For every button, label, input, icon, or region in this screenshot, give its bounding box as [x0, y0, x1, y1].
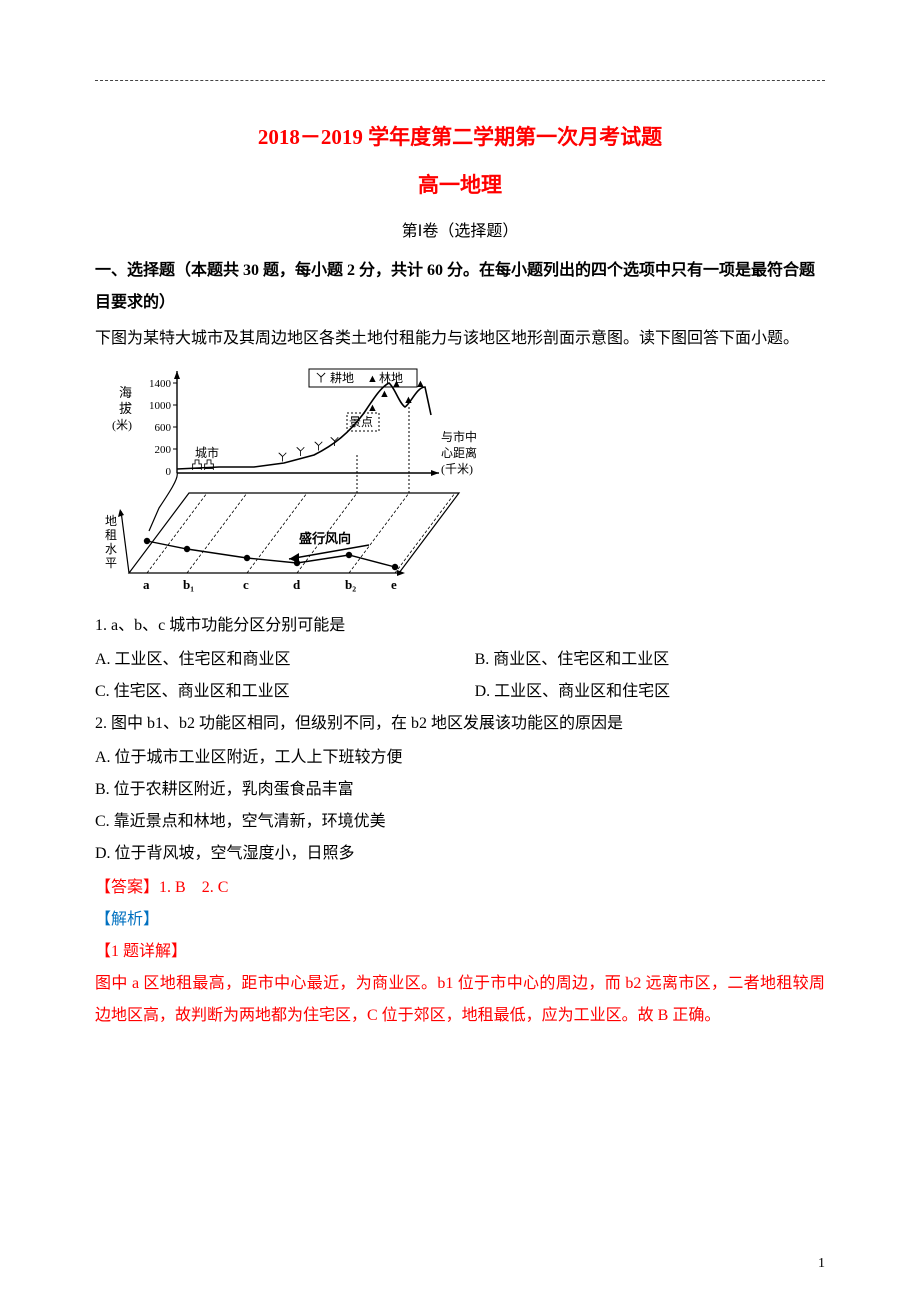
svg-text:ㄚ: ㄚ	[295, 447, 306, 459]
q2-option-d: D. 位于背风坡，空气湿度小，日照多	[95, 838, 825, 870]
svg-text:林地: 林地	[379, 371, 403, 385]
page-number: 1	[818, 1256, 825, 1272]
svg-text:海: 海	[119, 385, 132, 400]
svg-text:拔: 拔	[119, 401, 132, 416]
svg-text:1400: 1400	[149, 378, 172, 390]
svg-text:▲: ▲	[367, 373, 378, 385]
svg-text:ㄚ: ㄚ	[277, 452, 288, 464]
svg-text:与市中: 与市中	[441, 429, 477, 444]
q2-stem: 2. 图中 b1、b2 功能区相同，但级别不同，在 b2 地区发展该功能区的原因…	[95, 708, 825, 740]
q1-option-a: A. 工业区、住宅区和商业区	[95, 644, 475, 676]
svg-text:e: e	[391, 577, 397, 592]
svg-text:a: a	[143, 577, 150, 592]
svg-text:ㄚ: ㄚ	[329, 436, 340, 448]
svg-text:城市: 城市	[195, 445, 219, 460]
q1-stem: 1. a、b、c 城市功能分区分别可能是	[95, 610, 825, 642]
svg-text:ㄚ: ㄚ	[313, 441, 324, 453]
svg-text:(米): (米)	[112, 418, 132, 432]
exam-subject: 高一地理	[95, 169, 825, 199]
svg-text:0: 0	[166, 466, 172, 478]
svg-text:600: 600	[155, 422, 172, 434]
q2-option-a: A. 位于城市工业区附近，工人上下班较方便	[95, 742, 825, 774]
q1-option-d: D. 工业区、商业区和住宅区	[475, 676, 825, 708]
svg-text:b₂: b₂	[345, 577, 356, 592]
svg-text:盛行风向: 盛行风向	[299, 531, 351, 546]
svg-text:1000: 1000	[149, 400, 172, 412]
svg-text:200: 200	[155, 444, 172, 456]
svg-text:平: 平	[105, 556, 117, 570]
svg-text:▲: ▲	[379, 388, 390, 400]
svg-text:▲: ▲	[403, 394, 414, 406]
svg-text:地: 地	[105, 514, 117, 528]
svg-text:(千米): (千米)	[441, 462, 473, 476]
svg-text:租: 租	[105, 528, 117, 542]
svg-text:心距离: 心距离	[441, 445, 477, 460]
answer-line: 【答案】1. B 2. C	[95, 872, 825, 904]
svg-text:ㄚ 耕地: ㄚ 耕地	[315, 370, 354, 385]
svg-text:d: d	[293, 577, 301, 592]
analysis-sub-1: 【1 题详解】	[95, 936, 825, 968]
svg-text:凸凸: 凸凸	[191, 458, 215, 472]
answer-label: 【答案】	[95, 879, 159, 896]
passage-text: 下图为某特大城市及其周边地区各类土地付租能力与该地区地形剖面示意图。读下图回答下…	[95, 323, 825, 355]
answer-1: 1. B	[159, 879, 186, 896]
figure-diagram: 140010006002000海拔(米)凸凸城市ㄚㄚㄚㄚ▲▲▲▲▲景点ㄚ 耕地▲…	[99, 363, 825, 598]
answer-2: 2. C	[202, 879, 229, 896]
section-label: 第Ⅰ卷（选择题）	[95, 217, 825, 241]
svg-text:水: 水	[105, 542, 117, 556]
svg-text:景点: 景点	[349, 415, 373, 429]
q2-option-c: C. 靠近景点和林地，空气清新，环境优美	[95, 806, 825, 838]
instructions: 一、选择题（本题共 30 题，每小题 2 分，共计 60 分。在每小题列出的四个…	[95, 255, 825, 319]
top-dash-line	[95, 80, 825, 81]
svg-text:▲: ▲	[367, 402, 378, 414]
q2-option-b: B. 位于农耕区附近，乳肉蛋食品丰富	[95, 774, 825, 806]
q1-option-b: B. 商业区、住宅区和工业区	[475, 644, 825, 676]
svg-text:b₁: b₁	[183, 577, 194, 592]
analysis-heading: 【解析】	[95, 904, 825, 936]
exam-title: 2018－2019 学年度第二学期第一次月考试题	[95, 121, 825, 151]
svg-text:c: c	[243, 577, 249, 592]
q1-option-c: C. 住宅区、商业区和工业区	[95, 676, 475, 708]
analysis-body-1: 图中 a 区地租最高，距市中心最近，为商业区。b1 位于市中心的周边，而 b2 …	[95, 968, 825, 1032]
